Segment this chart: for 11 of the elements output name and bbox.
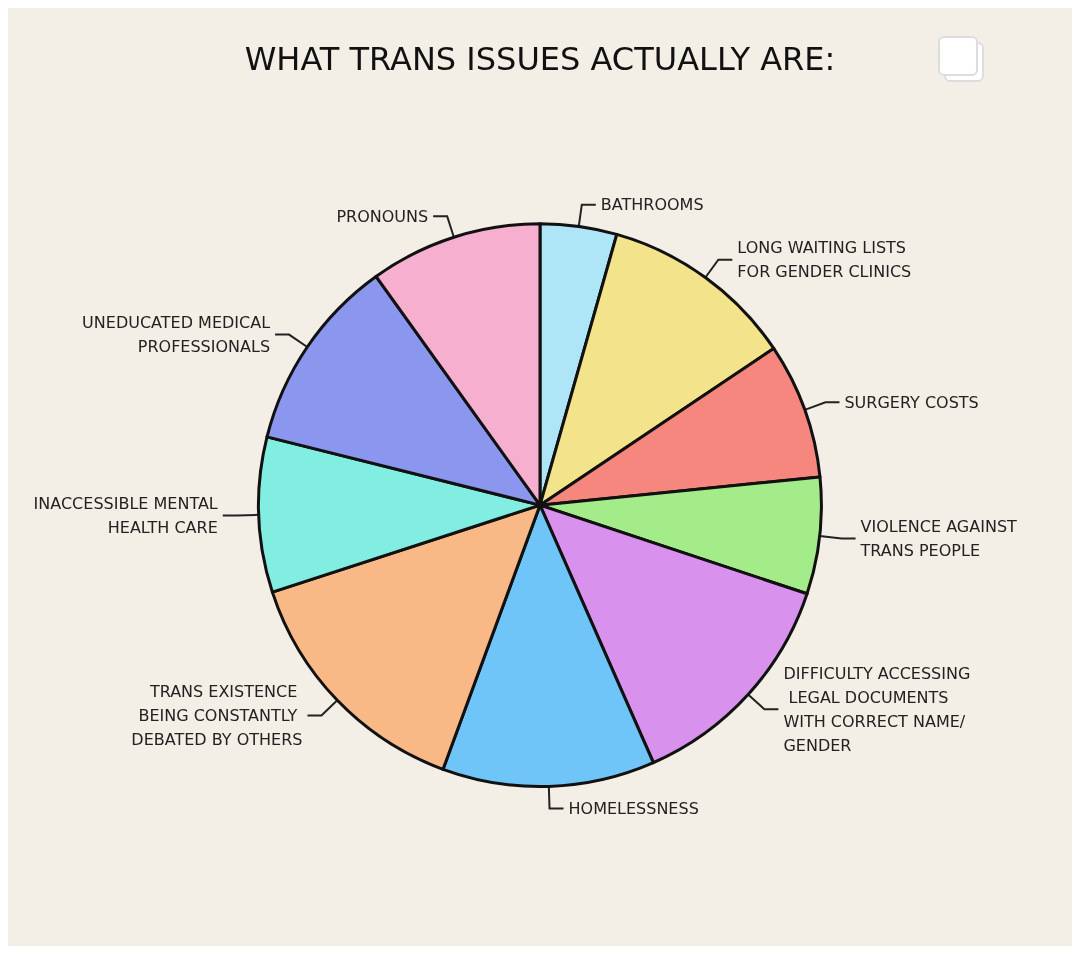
slice-label: BATHROOMS	[600, 195, 704, 215]
slice-label: TRANS EXISTENCE BEING CONSTANTLY DEBATED BY OTHERS	[131, 682, 303, 750]
slice-label: VIOLENCE AGAINST TRANS PEOPLE	[859, 516, 1022, 560]
slice-label: INACCESSIBLE MENTAL HEALTH CARE	[33, 494, 218, 538]
slice-label: SURGERY COSTS	[844, 392, 979, 412]
slice-label: LONG WAITING LISTS FOR GENDER CLINICS	[737, 238, 912, 282]
chart-title: WHAT TRANS ISSUES ACTUALLY ARE:	[244, 40, 836, 78]
slice-label: HOMELESSNESS	[568, 798, 699, 818]
slice-label: UNEDUCATED MEDICAL PROFESSIONALS	[82, 313, 271, 357]
slice-label: PRONOUNS	[336, 206, 429, 226]
slice-label: DIFFICULTY ACCESSING LEGAL DOCUMENTS WITH CORRECT NAME/GENDER	[783, 663, 971, 755]
